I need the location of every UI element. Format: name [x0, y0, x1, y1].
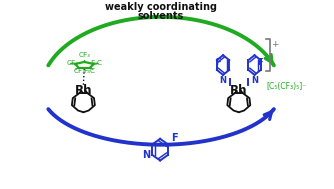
Text: +: + [271, 40, 279, 50]
Text: CF₃: CF₃ [78, 52, 91, 58]
Text: F: F [257, 58, 263, 67]
Text: F: F [171, 133, 177, 143]
Text: N: N [252, 76, 259, 85]
Text: weakly coordinating: weakly coordinating [105, 2, 217, 12]
Text: F₃C: F₃C [84, 68, 95, 74]
Text: Rh: Rh [230, 84, 247, 97]
Text: CF₃: CF₃ [73, 68, 86, 74]
Text: F: F [215, 58, 221, 67]
Text: solvents: solvents [138, 11, 184, 21]
Text: N: N [142, 150, 150, 160]
Text: N: N [219, 76, 226, 85]
Text: F₃C: F₃C [90, 60, 102, 66]
Text: [C₅(CF₃)₅]⁻: [C₅(CF₃)₅]⁻ [266, 82, 307, 91]
Text: Rh: Rh [74, 84, 92, 97]
Text: CF₃: CF₃ [66, 60, 78, 66]
